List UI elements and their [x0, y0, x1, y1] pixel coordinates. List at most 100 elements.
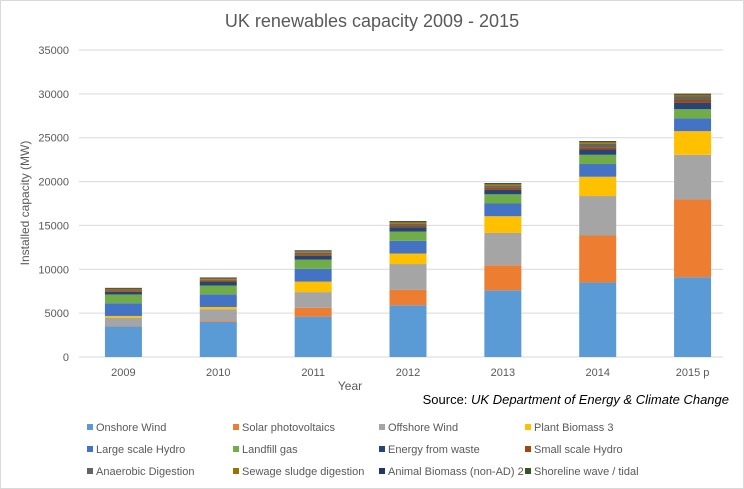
bar-segment: [579, 141, 617, 143]
legend-label: Sewage sludge digestion: [242, 466, 364, 478]
y-tick-label: 5000: [45, 308, 69, 320]
bar-segment: [674, 109, 712, 119]
bar-segment: [389, 223, 427, 226]
bar-segment: [674, 96, 712, 100]
y-tick-label: 35000: [38, 45, 69, 57]
bar-segment: [484, 203, 522, 217]
legend-swatch: [233, 468, 239, 474]
legend-swatch: [233, 424, 239, 430]
bar-segment: [199, 277, 237, 279]
bar-segment: [199, 280, 237, 283]
bar-segment: [199, 307, 237, 310]
legend-label: Anaerobic Digestion: [96, 466, 194, 478]
x-tick-label: 2012: [396, 367, 420, 379]
bar-segment: [389, 221, 427, 222]
bar-segment: [104, 315, 142, 318]
legend-label: Onshore Wind: [96, 422, 166, 434]
bar-segment: [484, 183, 522, 186]
bar-segment: [294, 254, 332, 256]
bar-segment: [674, 118, 712, 132]
legend-swatch: [525, 468, 531, 474]
bar-segment: [104, 303, 142, 316]
bar-segment: [674, 199, 712, 278]
y-tick-label: 15000: [38, 220, 69, 232]
bar-segment: [294, 255, 332, 260]
bar-segment: [484, 183, 522, 184]
bar-segment: [294, 259, 332, 269]
bar-segment: [484, 185, 522, 188]
y-axis-label: Installed capacity (MW): [18, 141, 32, 266]
legend-label: Plant Biomass 3: [534, 422, 613, 434]
chart-title: UK renewables capacity 2009 - 2015: [225, 11, 519, 31]
bar-segment: [674, 93, 712, 95]
bar-segment: [674, 277, 712, 357]
bar-segment: [674, 99, 712, 103]
y-tick-label: 0: [63, 352, 69, 364]
legend-label: Solar photovoltaics: [242, 422, 335, 434]
bar-segment: [389, 225, 427, 228]
bar-segment: [199, 294, 237, 308]
bar-segment: [294, 268, 332, 282]
bar-segment: [484, 216, 522, 233]
x-tick-label: 2009: [111, 367, 135, 379]
bar-segment: [389, 227, 427, 232]
bar-segment: [579, 143, 617, 148]
bar-segment: [104, 288, 142, 291]
bar-segment: [484, 194, 522, 204]
legend-label: Energy from waste: [388, 444, 480, 456]
legend-label: Offshore Wind: [388, 422, 458, 434]
x-tick-label: 2010: [206, 367, 230, 379]
x-tick-label: 2015 p: [676, 367, 710, 379]
y-tick-label: 10000: [38, 264, 69, 276]
y-tick-label: 25000: [38, 133, 69, 145]
source-note: Source: UK Department of Energy & Climat…: [423, 392, 729, 407]
bar-segment: [294, 250, 332, 252]
bar-segment: [294, 307, 332, 317]
bar-segment: [104, 294, 142, 304]
bar-segment: [199, 282, 237, 286]
bar-segment: [104, 326, 142, 357]
bar-segment: [674, 94, 712, 97]
bar-segment: [579, 147, 617, 150]
bar-segment: [674, 131, 712, 155]
bar-segment: [389, 221, 427, 224]
x-tick-label: 2014: [585, 367, 609, 379]
legend-swatch: [87, 424, 93, 430]
legend-swatch: [379, 424, 385, 430]
bar-segment: [484, 290, 522, 357]
bar-segment: [389, 289, 427, 306]
legend-label: Animal Biomass (non-AD) 2: [388, 466, 524, 478]
bar-segment: [674, 102, 712, 110]
x-axis-label: Year: [338, 379, 362, 393]
bar-segment: [294, 316, 332, 357]
bar-segment: [104, 317, 142, 327]
bar-segment: [579, 176, 617, 197]
x-tick-label: 2013: [491, 367, 515, 379]
source-prefix: Source:: [423, 392, 471, 407]
bar-segment: [674, 154, 712, 200]
legend-label: Large scale Hydro: [96, 444, 185, 456]
bar-segment: [484, 232, 522, 266]
bar-segment: [389, 253, 427, 265]
bar-segment: [389, 305, 427, 357]
bar-segment: [579, 142, 617, 144]
bar-segment: [579, 282, 617, 357]
legend-swatch: [233, 446, 239, 452]
bar-segment: [484, 265, 522, 291]
bar-segment: [389, 231, 427, 241]
bar-segment: [104, 290, 142, 292]
bar-segment: [484, 189, 522, 195]
x-tick-label: 2011: [301, 367, 325, 379]
bar-segment: [579, 149, 617, 155]
bar-segment: [104, 291, 142, 295]
legend-swatch: [379, 468, 385, 474]
bar-segment: [199, 321, 237, 322]
legend-swatch: [87, 468, 93, 474]
bar-segment: [579, 164, 617, 177]
bar-segment: [199, 278, 237, 280]
bar-segment: [579, 235, 617, 283]
bar-segment: [294, 281, 332, 293]
bar-segment: [579, 154, 617, 165]
y-tick-label: 30000: [38, 89, 69, 101]
